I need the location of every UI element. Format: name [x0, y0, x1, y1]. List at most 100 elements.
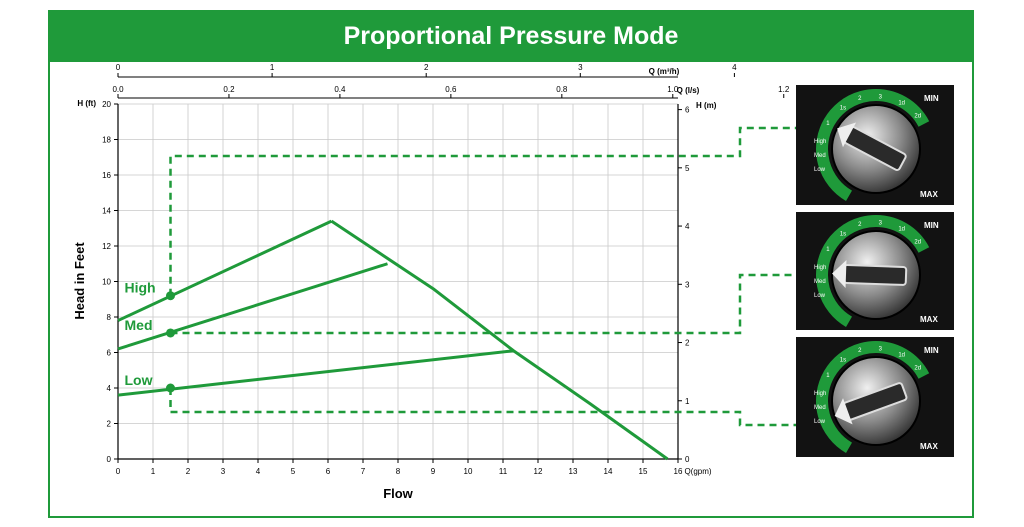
connector-low: [169, 388, 812, 427]
x-axis-tick-label: 0: [116, 467, 121, 476]
dial-mode-label: Med: [814, 153, 826, 159]
dial-mode-label: High: [814, 265, 826, 271]
dial-tick-label: 1d: [898, 100, 905, 106]
x-axis-tick-label: 15: [639, 467, 648, 476]
x-axis-tick-label: 2: [186, 467, 191, 476]
top-axis-ls-tick-label: 1.2: [778, 85, 790, 94]
dial-mode-label: High: [814, 391, 826, 397]
top-axis-m3h-tick-label: 1: [270, 63, 275, 72]
dial-tick-label: 2d: [914, 239, 921, 245]
dial-scale-ring: [815, 89, 936, 205]
dial-tick-label: 1s: [840, 105, 846, 111]
setpoint-label-high: High: [125, 280, 156, 296]
dial-pointer-arrow: [832, 259, 847, 288]
dial-mode-label: Med: [814, 279, 826, 285]
dial-tick-label: 2: [858, 348, 862, 354]
dial-tick-label: 1: [826, 373, 830, 379]
dial-tick-label: 1s: [840, 357, 846, 363]
x-axis-tick-label: 11: [499, 467, 508, 476]
dial-max-label: MAX: [920, 315, 938, 324]
top-axis-m3h-tick-label: 4: [732, 63, 737, 72]
dial-tick-label: 2: [858, 96, 862, 102]
top-axis-m3h-tick-label: 0: [116, 63, 121, 72]
dial-max-label: MAX: [920, 442, 938, 451]
y-axis-tick-label: 8: [107, 313, 112, 322]
dial-low: MIN MAX 1 1s 2 3 1d 2d Low Med High: [814, 341, 939, 457]
dial-tick-label: 1d: [898, 226, 905, 232]
x-axis-title: Flow: [383, 486, 413, 501]
setpoint-label-low: Low: [125, 372, 153, 388]
right-axis-tick-label: 3: [685, 280, 690, 289]
right-axis-tick-label: 4: [685, 222, 690, 231]
setpoint-label-med: Med: [125, 317, 153, 333]
y-axis-tick-label: 2: [107, 420, 112, 429]
y-axis-tick-label: 18: [102, 136, 111, 145]
dial-min-label: MIN: [924, 221, 939, 230]
y-axis-tick-label: 6: [107, 349, 112, 358]
y-axis-tick-label: 14: [102, 207, 111, 216]
top-axis-m3h-tick-label: 2: [424, 63, 429, 72]
top-axis-m3h-tick-label: 3: [578, 63, 583, 72]
x-axis-tick-label: 16: [674, 467, 683, 476]
dial-tick-label: 1: [826, 121, 830, 127]
right-axis-tick-label: 5: [685, 164, 690, 173]
dial-pointer: [834, 382, 908, 425]
dial-mode-label: Low: [814, 293, 826, 299]
x-axis-tick-label: 3: [221, 467, 226, 476]
dial-mode-label: Low: [814, 419, 826, 425]
x-axis-tick-label: 14: [604, 467, 613, 476]
dial-tick-label: 1d: [898, 352, 905, 358]
y-axis-unit-label: H (ft): [77, 99, 96, 108]
dial-panel-high: MIN MAX 1 1s 2 3 1d 2d Low Med High: [796, 85, 954, 205]
dial-mode-label: Med: [814, 405, 826, 411]
x-axis-tick-label: 13: [569, 467, 578, 476]
y-axis-tick-label: 0: [107, 455, 112, 464]
top-axis-ls-tick-label: 0.6: [445, 85, 457, 94]
dial-high: MIN MAX 1 1s 2 3 1d 2d Low Med High: [814, 89, 939, 205]
x-axis-tick-label: 6: [326, 467, 331, 476]
x-axis-tick-label: 9: [431, 467, 436, 476]
y-axis-tick-label: 12: [102, 242, 111, 251]
y-axis-tick-label: 20: [102, 100, 111, 109]
dial-panel-low: MIN MAX 1 1s 2 3 1d 2d Low Med High: [796, 337, 954, 457]
x-axis-tick-label: 8: [396, 467, 401, 476]
top-axis-ls-tick-label: 0.8: [556, 85, 568, 94]
right-axis-tick-label: 1: [685, 397, 690, 406]
y-axis-tick-label: 10: [102, 278, 111, 287]
top-axis-ls-tick-label: 0.0: [112, 85, 124, 94]
curve-max-envelope: [330, 219, 669, 461]
title-banner: Proportional Pressure Mode: [48, 10, 974, 62]
dial-min-label: MIN: [924, 346, 939, 355]
right-axis-unit-label: H (m): [696, 101, 717, 110]
x-axis-tick-label: 7: [361, 467, 366, 476]
curve-low: [117, 349, 514, 397]
chart-title: Proportional Pressure Mode: [343, 21, 679, 50]
x-axis-tick-label: 1: [151, 467, 156, 476]
dial-pointer-bar: [842, 263, 908, 286]
x-axis-tick-label: 12: [534, 467, 543, 476]
dial-tick-label: 2: [858, 222, 862, 228]
dial-tick-label: 1: [826, 247, 830, 253]
top-axis-ls-unit-label: Q (l/s): [677, 86, 700, 95]
top-axis-ls-tick-label: 1.0: [667, 85, 679, 94]
dial-tick-label: 1s: [840, 231, 846, 237]
dial-pointer-arrow: [834, 398, 853, 425]
dial-mode-label: High: [814, 139, 826, 145]
y-axis-tick-label: 16: [102, 171, 111, 180]
dial-pointer: [832, 259, 908, 288]
dial-pointer-arrow: [837, 122, 857, 148]
dial-tick-label: 2d: [914, 365, 921, 371]
dial-panel-med: MIN MAX 1 1s 2 3 1d 2d Low Med High: [796, 212, 954, 330]
right-axis-tick-label: 2: [685, 339, 690, 348]
dial-med: MIN MAX 1 1s 2 3 1d 2d Low Med High: [814, 215, 939, 330]
dial-min-label: MIN: [924, 94, 939, 103]
curve-high: [117, 219, 333, 322]
dial-tick-label: 3: [879, 346, 883, 352]
right-axis-tick-label: 0: [685, 455, 690, 464]
top-axis-m3h-unit-label: Q (m³/h): [649, 67, 680, 76]
x-axis-tick-label: 4: [256, 467, 261, 476]
curve-med: [117, 262, 388, 351]
top-axis-ls-tick-label: 0.2: [223, 85, 235, 94]
dial-max-label: MAX: [920, 190, 938, 199]
